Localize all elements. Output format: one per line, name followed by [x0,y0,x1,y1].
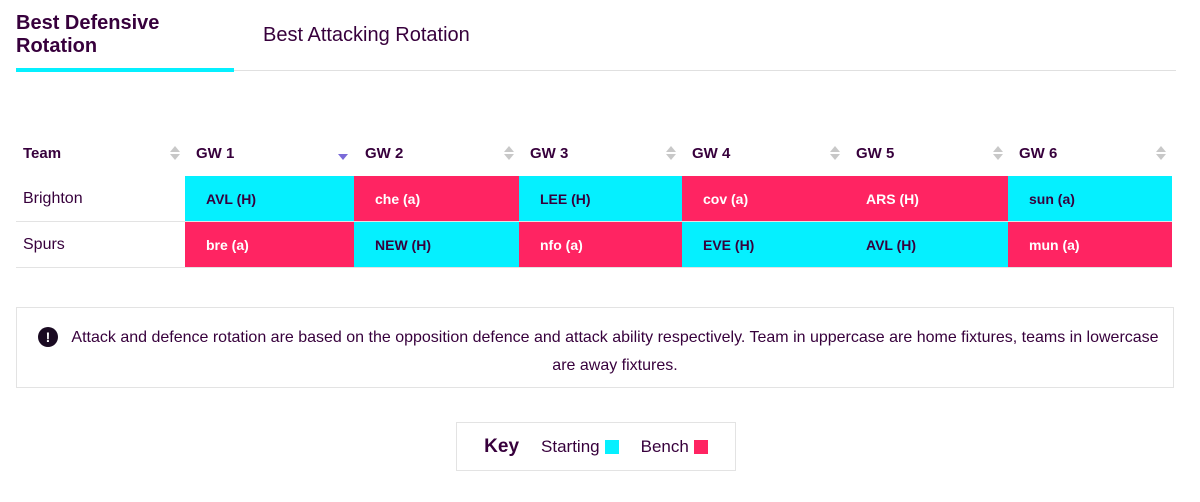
fixture-text: NEW (H) [375,236,431,253]
sort-gw6-icon[interactable] [1156,143,1166,163]
info-text: Attack and defence rotation are based on… [71,329,1159,374]
fixture-text: AVL (H) [866,236,917,253]
fixture-text: bre (a) [206,236,249,253]
starting-swatch [604,439,619,454]
fixture-text: che (a) [375,190,421,207]
sort-team-icon[interactable] [170,143,180,163]
fixture-text: AVL (H) [206,190,257,207]
tab-label: Best Attacking Rotation [263,23,470,46]
column-header-label: Team [23,144,62,162]
sort-gw3-icon[interactable] [666,143,676,163]
rotation-tabs: Best Defensive Rotation Best Attacking R… [16,0,1176,72]
team-name-text: Brighton [23,189,83,207]
fixture-text: cov (a) [703,190,749,207]
fixture-cell: NEW (H) [354,222,519,267]
fixture-text: LEE (H) [540,190,591,207]
column-header-label: GW 4 [692,144,731,162]
fixture-text: EVE (H) [703,236,755,253]
column-header-label: GW 2 [365,144,404,162]
fixture-text: mun (a) [1029,236,1080,253]
table-row-brighton: Brighton AVL (H) che (a) LEE (H) cov (a)… [16,176,1172,222]
fixture-text: nfo (a) [540,236,583,253]
sort-gw2-icon[interactable] [504,143,514,163]
fixture-cell: mun (a) [1008,222,1172,267]
column-header-gw3[interactable]: GW 3 [530,130,670,176]
fixture-cell: bre (a) [185,222,354,267]
team-name: Spurs [16,222,185,267]
info-notice: ! Attack and defence rotation are based … [16,307,1174,388]
fixture-cell: cov (a) [682,176,845,221]
legend-key: Key Starting Bench [456,422,736,471]
column-header-label: GW 6 [1019,144,1058,162]
column-header-gw2[interactable]: GW 2 [365,130,505,176]
fixture-cell: AVL (H) [845,222,1008,267]
rotation-table: Team GW 1 GW 2 GW 3 GW 4 GW 5 [16,130,1172,268]
sort-gw1-active-icon[interactable] [338,143,348,163]
table-row-spurs: Spurs bre (a) NEW (H) nfo (a) EVE (H) AV… [16,222,1172,268]
fixture-cell: AVL (H) [185,176,354,221]
fixture-cell: che (a) [354,176,519,221]
fixture-cell: ARS (H) [845,176,1008,221]
column-header-gw6[interactable]: GW 6 [1019,130,1159,176]
tab-best-defensive-rotation[interactable]: Best Defensive Rotation [16,0,234,72]
table-header-row: Team GW 1 GW 2 GW 3 GW 4 GW 5 [16,130,1172,176]
column-header-gw1[interactable]: GW 1 [196,130,346,176]
fixture-cell: nfo (a) [519,222,682,267]
team-name: Brighton [16,176,185,221]
key-starting-label: Starting [541,436,600,456]
fixture-cell: LEE (H) [519,176,682,221]
tab-best-attacking-rotation[interactable]: Best Attacking Rotation [263,0,503,70]
fixture-text: ARS (H) [866,190,919,207]
column-header-label: GW 5 [856,144,895,162]
fixture-cell: EVE (H) [682,222,845,267]
column-header-label: GW 1 [196,144,235,162]
key-title: Key [484,435,520,457]
sort-gw4-icon[interactable] [830,143,840,163]
exclamation-circle-icon: ! [38,327,58,347]
key-bench-label: Bench [640,436,689,456]
column-header-gw4[interactable]: GW 4 [692,130,832,176]
column-header-gw5[interactable]: GW 5 [856,130,996,176]
sort-gw5-icon[interactable] [993,143,1003,163]
bench-swatch [693,439,708,454]
column-header-team[interactable]: Team [23,130,173,176]
fixture-text: sun (a) [1029,190,1075,207]
fixture-cell: sun (a) [1008,176,1172,221]
tab-label: Best Defensive Rotation [16,12,160,57]
column-header-label: GW 3 [530,144,569,162]
team-name-text: Spurs [23,235,65,253]
